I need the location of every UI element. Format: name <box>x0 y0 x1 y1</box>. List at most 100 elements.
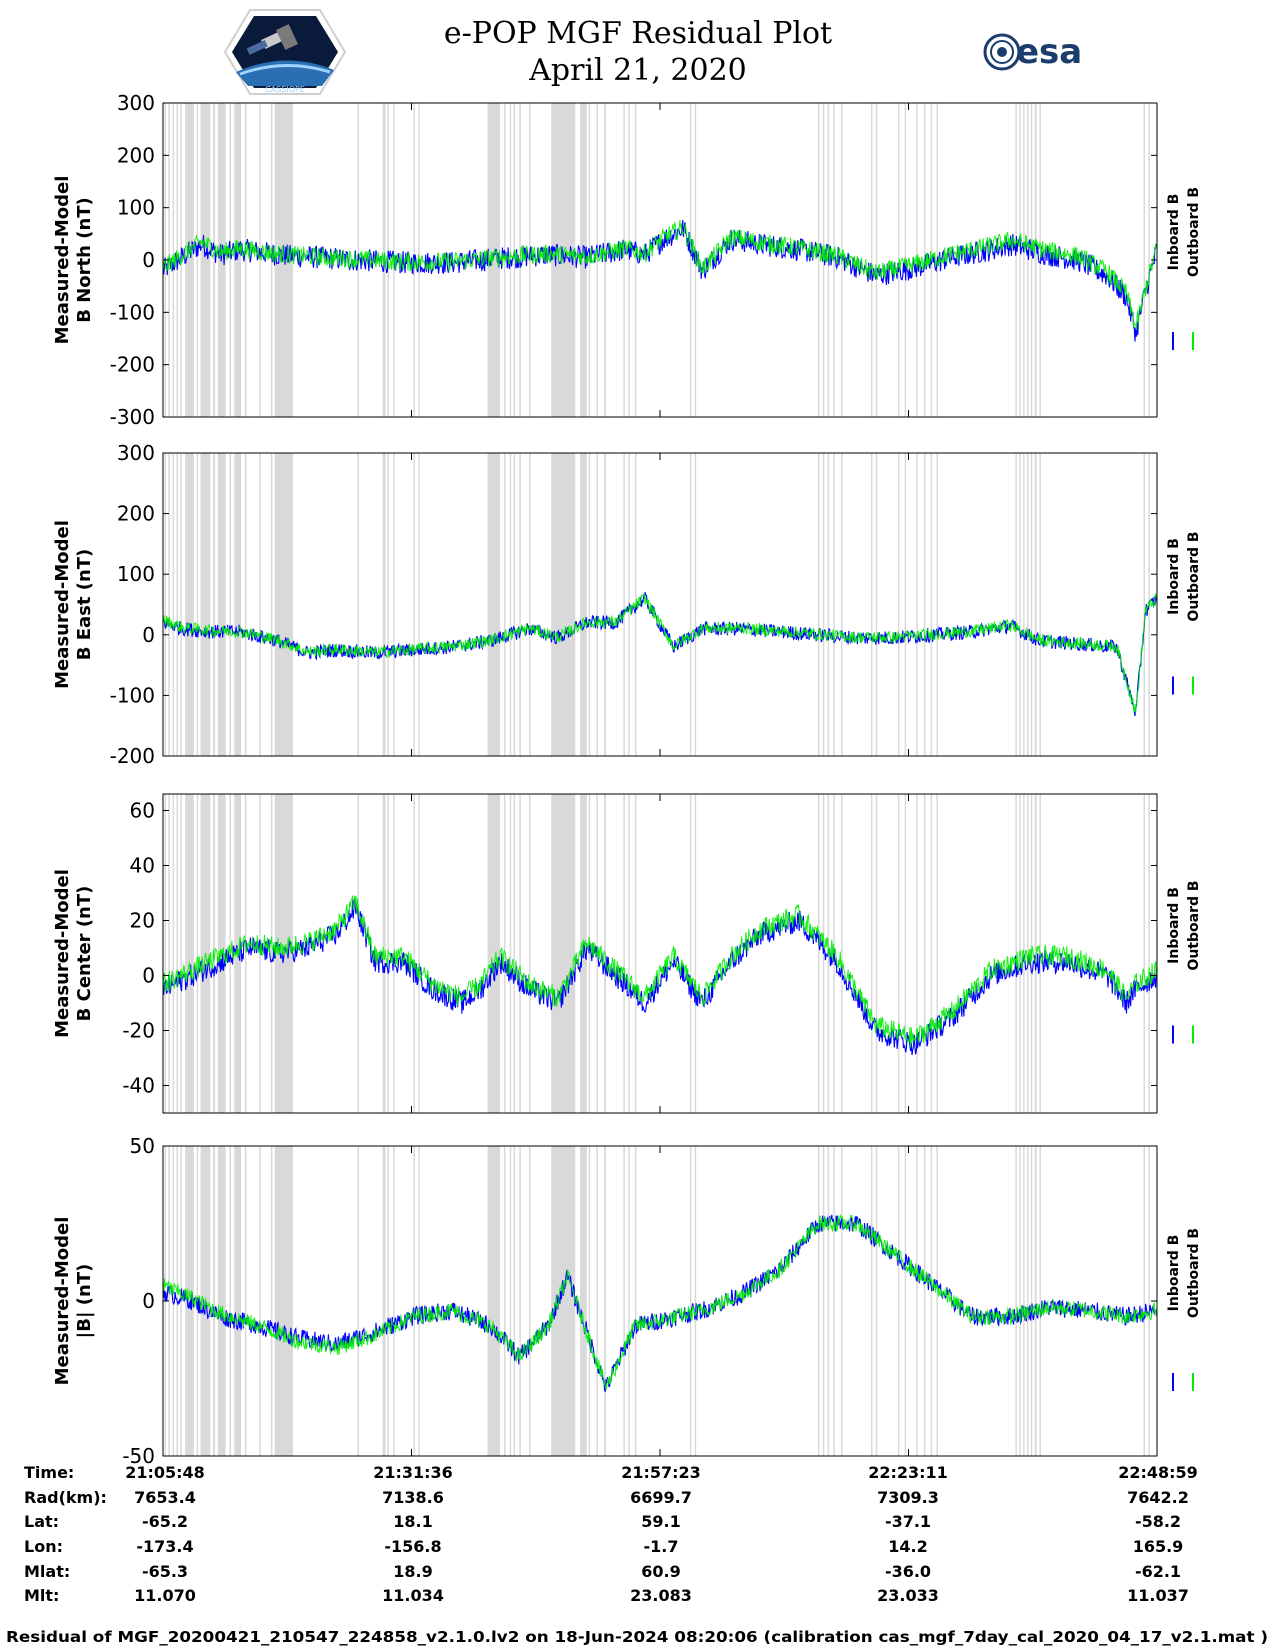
data-gap-band <box>244 103 247 417</box>
data-gap-band <box>833 1146 835 1456</box>
y-tick-label: 60 <box>130 799 155 823</box>
data-gap-band <box>580 103 587 417</box>
data-gap-band <box>841 1146 843 1456</box>
data-gap-band <box>551 1146 576 1456</box>
data-gap-band <box>185 794 194 1113</box>
data-gap-band <box>1030 1146 1033 1456</box>
data-gap-band <box>259 1146 261 1456</box>
data-gap-band <box>1019 453 1021 756</box>
y-tick-label: 50 <box>130 1134 155 1158</box>
time-value: 22:23:11 <box>868 1463 948 1482</box>
data-gap-band <box>817 453 820 756</box>
data-gap-band <box>196 103 199 417</box>
data-gap-band <box>176 794 178 1113</box>
y-tick-label: 20 <box>130 909 155 933</box>
data-gap-band <box>393 1146 395 1456</box>
data-gap-band <box>513 1146 516 1456</box>
data-gap-band <box>513 794 516 1113</box>
mlat-value: -65.3 <box>142 1562 188 1581</box>
data-gap-band <box>822 1146 825 1456</box>
data-gap-band <box>168 1146 170 1456</box>
data-gap-band <box>357 794 360 1113</box>
data-gap-band <box>817 103 820 417</box>
data-gap-band <box>176 453 178 756</box>
y-axis-label: Measured-Model <box>52 176 73 345</box>
y-tick-label: 0 <box>142 623 155 647</box>
data-gap-band <box>1039 1146 1041 1456</box>
data-gap-band <box>487 1146 501 1456</box>
data-gap-band <box>551 794 576 1113</box>
data-gap-band <box>513 453 516 756</box>
data-gap-band <box>217 1146 226 1456</box>
data-gap-band <box>1148 103 1150 417</box>
data-gap-band <box>509 453 512 756</box>
data-gap-band <box>628 1146 630 1456</box>
satellite-icon <box>246 24 298 55</box>
data-gap-band <box>936 794 938 1113</box>
lat-value: -58.2 <box>1135 1512 1181 1531</box>
data-gap-band <box>580 453 587 756</box>
data-gap-band <box>196 794 199 1113</box>
y-tick-label: 0 <box>142 1289 155 1313</box>
legend-inboard-label: Inboard B <box>1166 1235 1182 1312</box>
y-tick-label: 0 <box>142 964 155 988</box>
data-gap-band <box>274 453 294 756</box>
data-gap-band <box>923 1146 926 1456</box>
data-gap-band <box>1143 794 1146 1113</box>
data-gap-band <box>382 1146 386 1456</box>
data-gap-band <box>897 794 900 1113</box>
data-gap-band <box>1148 794 1150 1113</box>
data-gap-band <box>1026 103 1029 417</box>
data-gap-band <box>689 1146 692 1456</box>
data-gap-band <box>841 794 843 1113</box>
data-gap-band <box>1023 453 1025 756</box>
data-gap-band <box>904 794 907 1113</box>
data-gap-band <box>519 1146 521 1456</box>
data-gap-band <box>904 453 907 756</box>
lon-value: 14.2 <box>888 1537 927 1556</box>
data-gap-band <box>551 453 576 756</box>
data-gap-band <box>694 1146 697 1456</box>
data-gap-band <box>172 794 175 1113</box>
lat-value: 59.1 <box>641 1512 680 1531</box>
data-gap-band <box>580 1146 587 1456</box>
data-gap-band <box>875 103 878 417</box>
data-gap-band <box>513 103 516 417</box>
data-gap-band <box>509 1146 512 1456</box>
y-axis-label: |B| (nT) <box>74 1264 95 1339</box>
y-tick-label: -300 <box>110 405 155 429</box>
data-gap-band <box>213 453 216 756</box>
mlat-value: -36.0 <box>885 1562 931 1581</box>
panel-b-north: 300 200 100 0 -100 -200 -300 Measured-Model B No… <box>52 91 1202 429</box>
data-gap-band <box>357 1146 360 1456</box>
data-gap-band <box>1034 453 1037 756</box>
data-gap-band <box>1015 453 1017 756</box>
data-gap-band <box>1148 1146 1150 1456</box>
data-gap-band <box>418 1146 420 1456</box>
y-axis-label: Measured-Model <box>52 520 73 689</box>
data-gap-band <box>172 453 175 756</box>
axes-frame <box>162 1145 1158 1457</box>
data-gap-band <box>487 794 501 1113</box>
data-gap-band <box>634 1146 637 1456</box>
data-gap-band <box>1143 453 1146 756</box>
mlat-value: 60.9 <box>641 1562 680 1581</box>
data-gap-band <box>1039 453 1041 756</box>
data-gap-band <box>588 1146 591 1456</box>
cassiope-logo: CASSIOPE <box>223 9 347 95</box>
data-gap-band <box>1034 103 1037 417</box>
lat-value: -65.2 <box>142 1512 188 1531</box>
data-gap-band <box>413 794 415 1113</box>
data-gap-band <box>623 453 625 756</box>
data-gap-band <box>897 1146 900 1456</box>
row-label-time: Time: <box>24 1463 74 1482</box>
data-gap-band <box>244 1146 247 1456</box>
data-gap-band <box>185 453 194 756</box>
y-axis-label: B East (nT) <box>74 549 95 661</box>
data-gap-band <box>529 794 531 1113</box>
data-gap-band <box>229 453 231 756</box>
data-gap-band <box>270 453 273 756</box>
radius-value: 7653.4 <box>134 1488 196 1507</box>
y-tick-label: 0 <box>142 248 155 272</box>
